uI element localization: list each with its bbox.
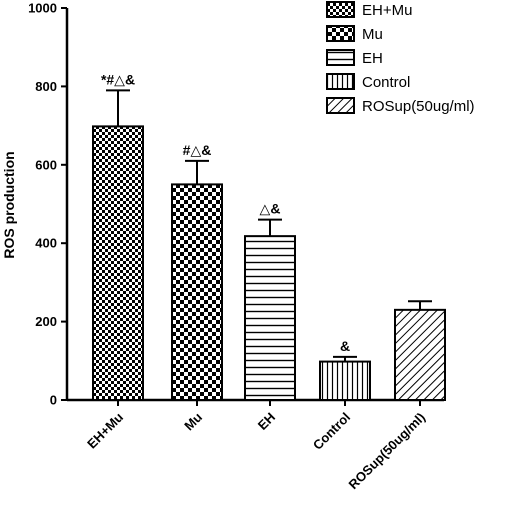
bar-group: & Control [310,338,371,453]
y-tick-label: 0 [50,393,57,408]
legend-item: ROSup(50ug/ml) [326,97,475,115]
bar-annotation: *#△& [101,71,135,87]
legend-label: Mu [362,26,383,43]
bar [244,235,296,401]
y-tick-label: 200 [35,314,57,329]
bar [92,125,144,401]
legend-swatch [326,97,355,114]
legend-item: EH+Mu [326,1,412,19]
legend-swatch [326,73,355,90]
bar-group: #△& Mu [171,142,223,433]
bar [394,308,446,401]
legend-item: Mu [326,25,383,43]
y-tick-label: 400 [35,236,57,251]
bar-annotation: △& [260,201,281,217]
bar-group: △& EH [244,201,296,433]
legend: EH+Mu Mu EH Control ROSup(50ug/ml) [326,1,475,115]
bar [171,183,223,401]
bar [319,360,371,402]
legend-label: EH+Mu [362,2,412,19]
legend-swatch [326,25,355,42]
y-axis-label: ROS production [1,151,17,258]
legend-label: EH [362,50,383,67]
legend-label: Control [362,74,410,91]
legend-label: ROSup(50ug/ml) [362,98,475,115]
y-tick-label: 600 [35,157,57,172]
legend-swatch [326,49,355,66]
legend-item: Control [326,73,410,91]
x-tick-label: EH [255,410,278,433]
bar-annotation: & [340,338,350,354]
x-tick-label: Control [310,410,353,453]
y-tick-label: 1000 [28,1,57,16]
x-tick-label: Mu [181,409,205,433]
y-tick-label: 800 [35,79,57,94]
x-tick-label: ROSup(50ug/ml) [346,410,429,493]
legend-item: EH [326,49,383,67]
bar-group: *#△& EH+Mu [84,71,144,452]
bar-annotation: #△& [183,142,212,158]
x-tick-label: EH+Mu [84,409,126,451]
legend-swatch [326,1,355,18]
